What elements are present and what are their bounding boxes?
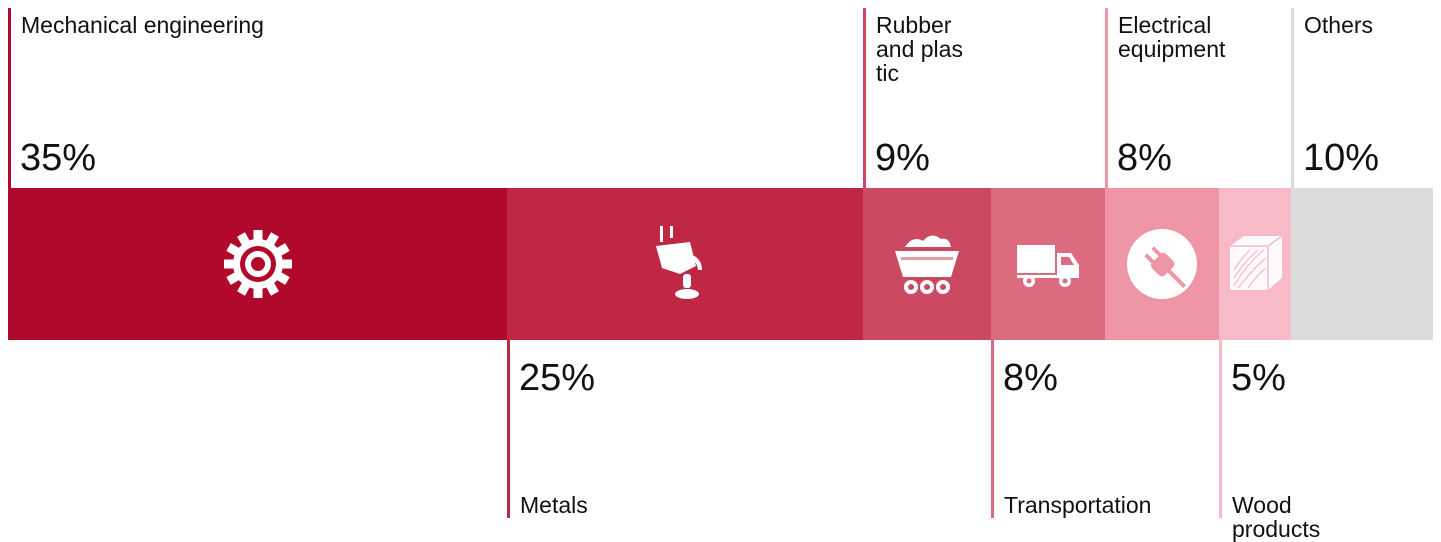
value-label: 25%: [519, 357, 596, 399]
category-label: Electrical equipment: [1118, 12, 1226, 62]
leader-line: [507, 340, 510, 518]
category-label: Metals: [520, 492, 588, 518]
category-label: Transportation: [1004, 492, 1152, 518]
category-label: Mechanical engineering: [21, 12, 264, 38]
value-label: 10%: [1303, 137, 1380, 179]
leader-line: [1219, 340, 1222, 518]
value-label: 9%: [875, 137, 930, 179]
wood-block-icon: [1230, 235, 1283, 290]
value-label: 35%: [20, 137, 97, 179]
bar-segment: [1105, 188, 1219, 340]
ladle-icon: [656, 226, 702, 299]
bar-segment: [1291, 188, 1433, 340]
category-label: Wood products: [1232, 492, 1321, 542]
leader-line: [8, 8, 11, 188]
bar-segment: [1219, 188, 1291, 340]
leader-line: [863, 8, 866, 188]
value-label: 8%: [1003, 357, 1058, 399]
bar-segment: [8, 188, 507, 340]
leader-line: [991, 340, 994, 518]
industry-share-chart: Mechanical engineering 35% Metals 25% Rubb…: [8, 8, 1433, 541]
bar-segment: [991, 188, 1105, 340]
category-label: Others: [1304, 12, 1374, 38]
gear-icon: [223, 230, 292, 298]
mine-cart-icon: [895, 235, 959, 294]
bar-segment: [507, 188, 863, 340]
value-label: 5%: [1231, 357, 1286, 399]
bar-segment: [863, 188, 991, 340]
leader-line: [1291, 8, 1294, 188]
truck-icon: [1017, 245, 1079, 287]
plug-icon: [1127, 229, 1197, 299]
category-label: Rubber and plas tic: [876, 12, 963, 86]
leader-line: [1105, 8, 1108, 188]
value-label: 8%: [1117, 137, 1172, 179]
